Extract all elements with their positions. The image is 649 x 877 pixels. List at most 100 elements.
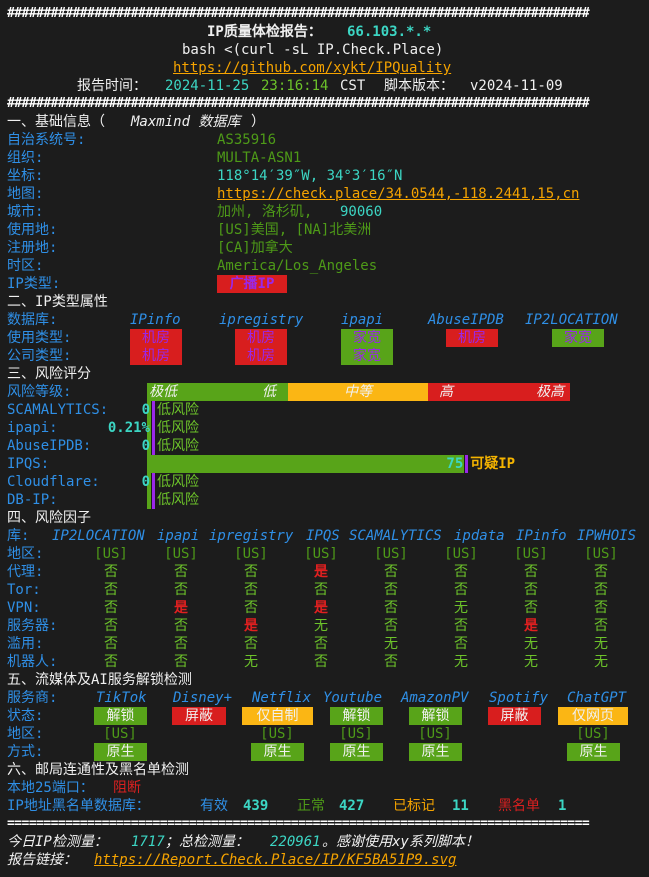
media-status-row: 状态: 解锁 屏蔽 仅自制 解锁 解锁 屏蔽 仅网页 [0,707,649,725]
risk-score-row: IPQS: 75 可疑IP [0,455,649,473]
section-types-title: 二、IP类型属性 [0,293,649,311]
risk-score-row: DB-IP: 低风险 [0,491,649,509]
service-youtube: Youtube [323,690,383,706]
risk-score-bar [147,401,151,419]
risk-verdict: 低风险 [157,492,199,508]
service-tiktok: TikTok [96,690,147,706]
factor-value: 否 [104,654,118,670]
risk-score-bar [147,473,151,491]
usage-type-badge: 机房 [130,329,182,347]
usage-type-label: 使用类型: [7,330,72,346]
factor-value: [US] [304,546,338,562]
risk-verdict: 低风险 [157,402,199,418]
section-risk-title: 三、风险评分 [0,365,649,383]
factor-value: 否 [524,564,538,580]
factor-row: 地区: [US] [US] [US] [US] [US] [US] [US] [US] [0,545,649,563]
service-region: [US] [418,726,452,742]
level-very-low: 极低 [149,384,177,400]
factor-value: 否 [174,618,188,634]
service-status-badge: 屏蔽 [488,707,541,725]
coord-row: 坐标: 118°14′39″W, 34°3′16″N [0,167,649,185]
risk-score-marker [152,491,155,509]
factor-value: 无 [594,636,608,652]
factor-value: 否 [524,600,538,616]
usage-row: 使用地: [US]美国, [NA]北美洲 [0,221,649,239]
service-status-badge: 仅自制 [242,707,313,725]
script-version: v2024-11-09 [470,78,563,94]
factor-value: [US] [94,546,128,562]
db-ip2location: IP2LOCATION [525,312,618,328]
factor-value: 无 [244,654,258,670]
risk-score-bar [147,455,465,473]
service-method-badge: 原生 [94,743,147,761]
service-status-badge: 解锁 [409,707,462,725]
factor-value: 否 [174,636,188,652]
factor-value: 否 [244,600,258,616]
factor-value: 否 [314,654,328,670]
factor-value: 无 [384,636,398,652]
usage-label: 使用地: [7,222,58,238]
blacklist-label: IP地址黑名单数据库： [7,798,150,814]
factor-value: 否 [454,582,468,598]
factor-label: 代理: [7,564,44,580]
factor-value: 无 [524,636,538,652]
section-title: 三、风险评分 [7,366,91,382]
risk-score-value: 0.21% [107,420,150,436]
section-title: 六、邮局连通性及黑名单检测 [7,762,189,778]
media-method-row: 方式: 原生 原生 原生 原生 原生 [0,743,649,761]
factor-value: 否 [104,636,118,652]
factor-value: 否 [594,564,608,580]
service-status-badge: 解锁 [94,707,147,725]
factor-value: 否 [244,636,258,652]
types-usage-row: 使用类型: 机房 机房 家宽 机房 家宽 [0,329,649,347]
service-disney-plus: Disney+ [173,690,233,706]
command-text: bash <(curl -sL IP.Check.Place) [182,42,444,58]
title-text: IP质量体检报告： [207,24,322,40]
service-chatgpt: ChatGPT [567,690,627,706]
port25-row: 本地25端口： 阻断 [0,779,649,797]
total-label: ；总检测量： [165,834,249,850]
factor-db-ipwhois: IPWHOIS [577,528,637,544]
risk-verdict: 可疑IP [470,456,516,472]
risk-level-label: 风险等级: [7,384,72,400]
risk-score-marker [152,473,155,491]
factor-row: 代理: 否 否 否 是 否 否 否 否 [0,563,649,581]
map-label: 地图: [7,186,44,202]
db-ipregistry: ipregistry [219,312,304,328]
factor-value: 否 [104,618,118,634]
service-status-badge: 屏蔽 [172,707,226,725]
iptype-label: IP类型: [7,276,61,292]
report-link[interactable]: https://Report.Check.Place/IP/KF5BA51P9.… [94,852,457,868]
usage-type-badge: 机房 [235,329,287,347]
risk-verdict: 低风险 [157,474,199,490]
section-title-end: ） [251,114,265,130]
db-ipapi: ipapi [341,312,384,328]
blacklist-row: IP地址黑名单数据库： 有效 439 正常 427 已标记 11 黑名单 1 [0,797,649,815]
risk-score-value: 0 [141,474,150,490]
factor-label: 地区: [7,546,44,562]
report-time: 23:16:14 [261,78,329,94]
factor-value: 否 [174,564,188,580]
region-label: 地区: [7,726,44,742]
factor-label: 服务器: [7,618,58,634]
risk-source-label: IPQS: [7,456,50,472]
today-label: 今日IP检测量： [7,834,108,850]
risk-band-high [428,383,570,401]
db-abuseipdb: AbuseIPDB [428,312,504,328]
factor-value: 否 [594,600,608,616]
section-basic-title: 一、基础信息（ Maxmind 数据库 ） [0,113,649,131]
risk-score-bar [147,419,151,437]
report-title: IP质量体检报告： 66.103.*.* [0,23,649,41]
factor-row: VPN: 否 是 否 是 否 无 否 否 [0,599,649,617]
repo-link[interactable]: https://github.com/xykt/IPQuality [173,60,452,76]
factor-value: 否 [104,564,118,580]
media-provider-row: 服务商: TikTok Disney+ Netflix Youtube AmazonPV S… [0,689,649,707]
factor-value: 是 [244,618,258,634]
section-title: 四、风险因子 [7,510,91,526]
coord-value: 118°14′39″W, 34°3′16″N [217,168,403,184]
map-link[interactable]: https://check.place/34.0544,-118.2441,15… [217,186,580,202]
report-date: 2024-11-25 [165,78,250,94]
risk-score-value: 0 [141,438,150,454]
service-method-badge: 原生 [567,743,620,761]
